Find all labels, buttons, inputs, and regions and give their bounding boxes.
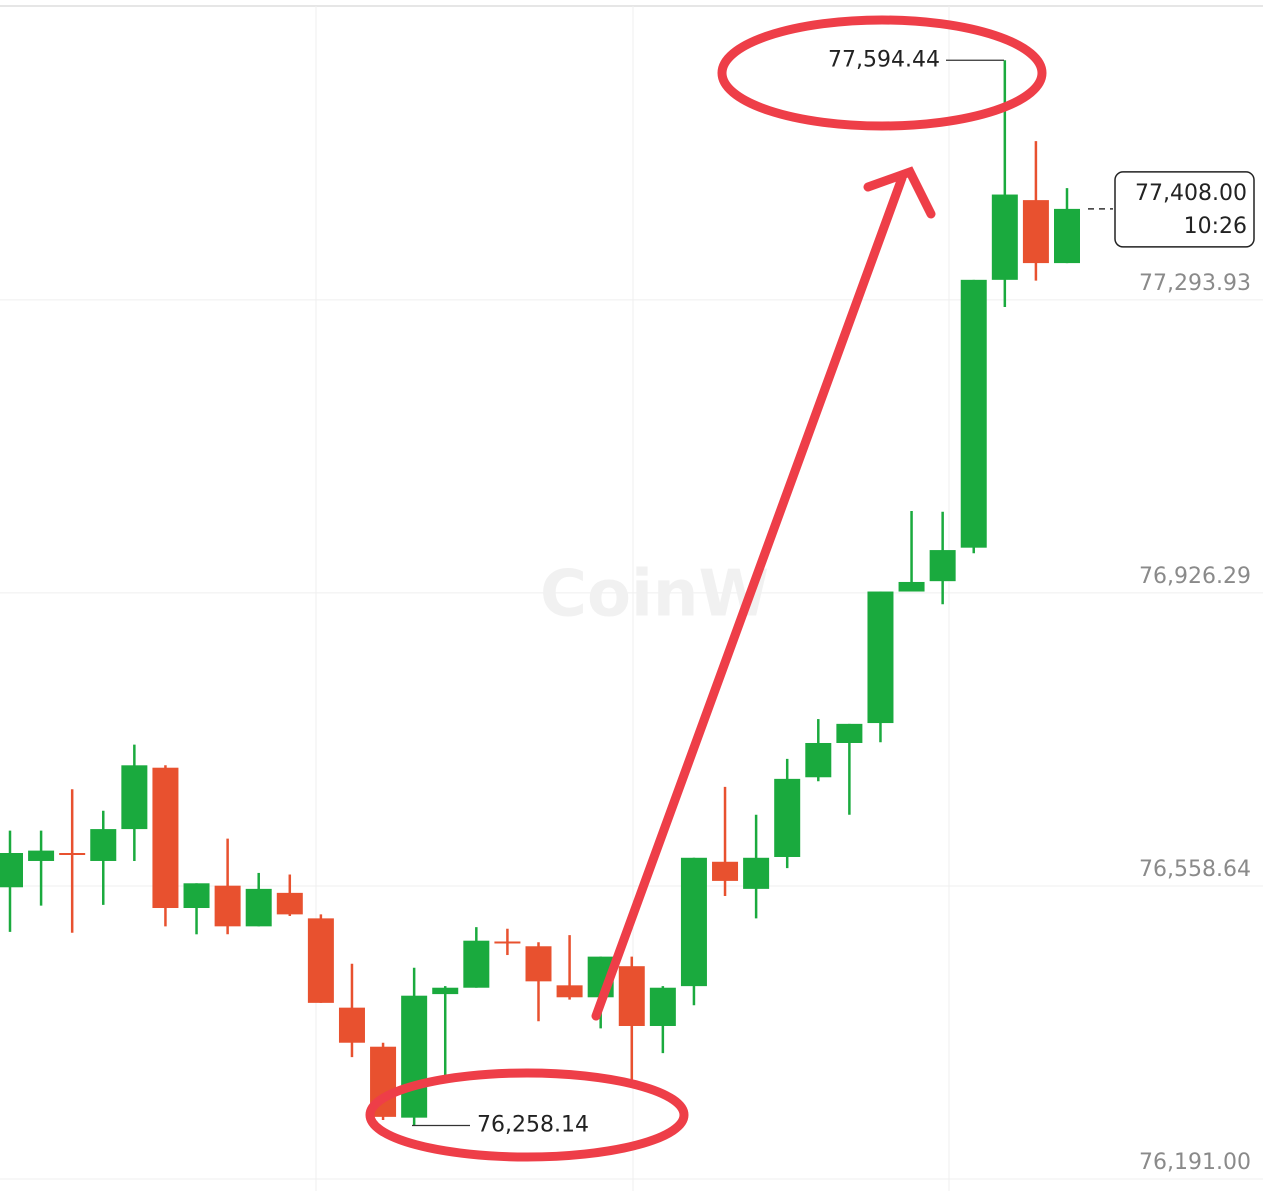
candle-body <box>743 857 770 889</box>
candle-body <box>183 883 210 909</box>
candle-body <box>152 767 179 909</box>
candle-body <box>618 966 645 1026</box>
candle-body <box>276 892 303 915</box>
candle-body <box>401 995 428 1118</box>
candle-body <box>90 829 117 861</box>
candle-body <box>929 550 956 582</box>
high-marker-label: 77,594.44 <box>828 47 940 72</box>
annotations <box>365 15 1047 1162</box>
candle-body <box>712 861 739 881</box>
candle-body <box>960 279 987 548</box>
candle-body <box>0 853 23 888</box>
arrow-head <box>863 166 936 219</box>
y-tick-label: 76,926.29 <box>1139 564 1251 589</box>
candle-body <box>556 985 583 998</box>
y-tick-label: 76,191.00 <box>1139 1150 1251 1175</box>
y-tick-label: 76,558.64 <box>1139 857 1251 882</box>
candle-body <box>680 857 707 987</box>
countdown: 10:26 <box>1184 214 1247 239</box>
candle-body <box>121 765 148 830</box>
highlight-ellipse <box>365 1068 689 1162</box>
watermark: CoinW <box>540 558 769 632</box>
highlight-ellipse <box>717 15 1047 131</box>
candle-body <box>494 941 521 944</box>
candle-body <box>991 194 1018 280</box>
candle-body <box>245 888 272 927</box>
candle-body <box>836 723 863 743</box>
candle-body <box>898 581 925 592</box>
candle-body <box>463 940 490 988</box>
candle-body <box>774 778 801 857</box>
candle-body <box>1022 200 1049 264</box>
last-price-box <box>1114 171 1255 248</box>
candle-body <box>214 885 241 927</box>
arrow <box>591 173 907 1021</box>
candle-body <box>307 918 334 1003</box>
candle-body <box>1054 208 1080 264</box>
candle-body <box>28 850 55 861</box>
candle-body <box>432 987 459 995</box>
candle-body <box>649 987 676 1026</box>
last-price-label: 77,408.00 <box>1135 181 1247 206</box>
candle-body <box>525 946 552 982</box>
candle-body <box>867 591 894 724</box>
candle-body <box>59 853 86 855</box>
candle-body <box>805 742 832 778</box>
candle-body <box>338 1007 365 1043</box>
low-marker-label: 76,258.14 <box>477 1113 589 1138</box>
y-tick-label: 77,293.93 <box>1139 271 1251 296</box>
